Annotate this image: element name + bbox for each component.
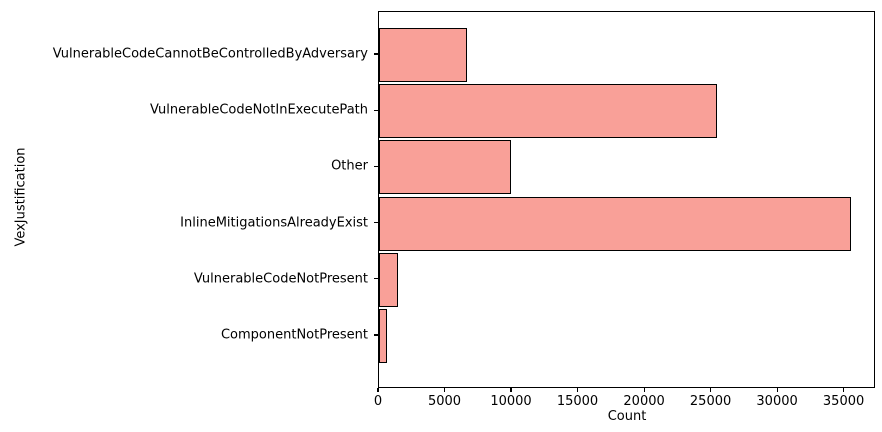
y-tick-mark <box>374 53 378 55</box>
y-tick-mark <box>374 222 378 224</box>
y-tick-mark <box>374 165 378 167</box>
bar-VulnerableCodeNotPresent <box>379 252 398 307</box>
x-tick-label: 30000 <box>756 394 798 409</box>
x-tick-mark <box>710 388 712 392</box>
y-tick-label: InlineMitigationsAlreadyExist <box>180 215 368 231</box>
y-axis-label: VexJustification <box>13 147 29 247</box>
y-tick-label: VulnerableCodeNotInExecutePath <box>150 102 368 118</box>
x-tick-mark <box>643 388 645 392</box>
plot-area <box>378 11 875 388</box>
bar-VulnerableCodeCannotBeControlledByAdversary <box>379 28 467 82</box>
x-tick-label: 20000 <box>623 394 665 409</box>
x-tick-mark <box>510 388 512 392</box>
x-tick-label: 15000 <box>556 394 599 409</box>
x-axis-label: Count <box>607 409 647 424</box>
x-tick-label: 5000 <box>427 394 462 409</box>
y-tick-label: Other <box>331 158 368 174</box>
x-tick-mark <box>443 388 446 392</box>
bar-ComponentNotPresent <box>379 309 387 363</box>
bar-Other <box>379 140 511 195</box>
x-tick-mark <box>576 388 579 392</box>
x-tick-label: 0 <box>373 394 383 409</box>
x-tick-label: 25000 <box>689 394 732 409</box>
y-tick-mark <box>374 109 378 111</box>
x-tick-mark <box>776 388 778 392</box>
y-tick-label: ComponentNotPresent <box>220 327 368 343</box>
x-tick-mark <box>843 388 845 392</box>
y-tick-mark <box>374 334 378 336</box>
x-tick-label: 35000 <box>822 394 865 409</box>
x-tick-label: 10000 <box>490 394 532 409</box>
bar-InlineMitigationsAlreadyExist <box>379 196 852 251</box>
bar-VulnerableCodeNotInExecutePath <box>379 84 717 139</box>
y-tick-label: VulnerableCodeCannotBeControlledByAdvers… <box>52 46 368 62</box>
x-tick-mark <box>377 388 379 392</box>
y-tick-mark <box>374 278 378 280</box>
y-tick-label: VulnerableCodeNotPresent <box>193 271 368 287</box>
